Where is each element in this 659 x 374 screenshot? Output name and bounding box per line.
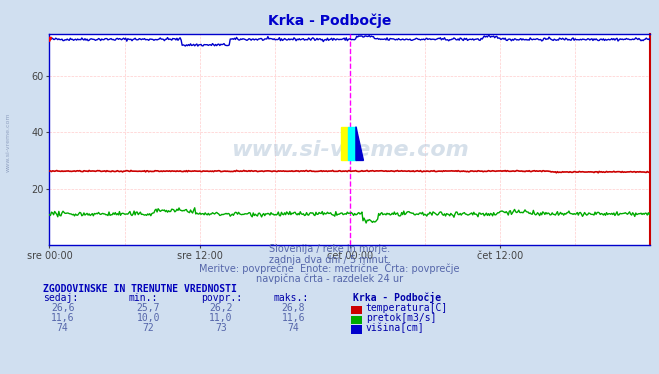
Text: 11,0: 11,0: [209, 313, 233, 323]
Text: maks.:: maks.:: [273, 293, 308, 303]
Text: Slovenija / reke in morje.: Slovenija / reke in morje.: [269, 245, 390, 254]
Text: povpr.:: povpr.:: [201, 293, 242, 303]
Text: www.si-vreme.com: www.si-vreme.com: [5, 112, 11, 172]
Text: zadnja dva dni / 5 minut.: zadnja dva dni / 5 minut.: [269, 255, 390, 264]
Polygon shape: [349, 127, 356, 160]
Text: 26,8: 26,8: [281, 303, 305, 313]
Polygon shape: [356, 127, 364, 160]
Polygon shape: [341, 127, 349, 160]
Text: 74: 74: [57, 323, 69, 332]
Text: pretok[m3/s]: pretok[m3/s]: [366, 313, 436, 323]
Text: Krka - Podbočje: Krka - Podbočje: [268, 13, 391, 28]
Text: 74: 74: [287, 323, 299, 332]
Text: 73: 73: [215, 323, 227, 332]
Text: višina[cm]: višina[cm]: [366, 322, 424, 332]
Text: www.si-vreme.com: www.si-vreme.com: [231, 140, 469, 160]
Text: min.:: min.:: [129, 293, 158, 303]
Text: 26,6: 26,6: [51, 303, 74, 313]
Text: navpična črta - razdelek 24 ur: navpična črta - razdelek 24 ur: [256, 273, 403, 284]
Text: sedaj:: sedaj:: [43, 293, 78, 303]
Text: Meritve: povprečne  Enote: metrične  Črta: povprečje: Meritve: povprečne Enote: metrične Črta:…: [199, 262, 460, 274]
Text: 11,6: 11,6: [281, 313, 305, 323]
Text: 11,6: 11,6: [51, 313, 74, 323]
Text: 25,7: 25,7: [136, 303, 160, 313]
Text: temperatura[C]: temperatura[C]: [366, 303, 448, 313]
Text: 10,0: 10,0: [136, 313, 160, 323]
Text: 26,2: 26,2: [209, 303, 233, 313]
Text: Krka - Podbočje: Krka - Podbočje: [353, 292, 441, 303]
Text: ZGODOVINSKE IN TRENUTNE VREDNOSTI: ZGODOVINSKE IN TRENUTNE VREDNOSTI: [43, 284, 237, 294]
Text: 72: 72: [142, 323, 154, 332]
